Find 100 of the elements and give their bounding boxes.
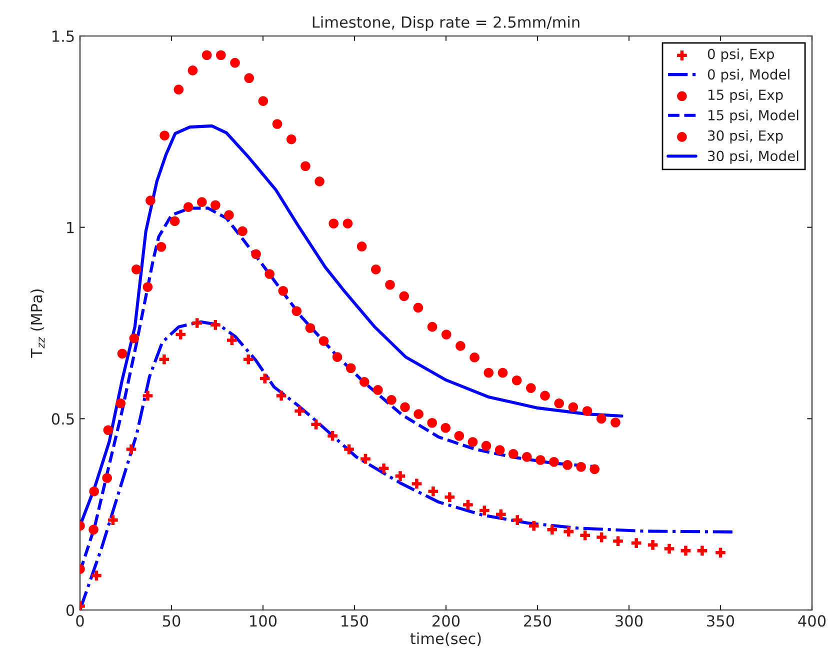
x-tick-label: 0 bbox=[76, 615, 84, 627]
point bbox=[496, 509, 506, 520]
point bbox=[468, 437, 478, 447]
y-axis-title: T$_{zz}$ (MPa) bbox=[30, 289, 45, 358]
point bbox=[142, 390, 153, 401]
point bbox=[440, 422, 451, 433]
point bbox=[264, 269, 274, 279]
point bbox=[89, 486, 99, 496]
point bbox=[480, 506, 490, 516]
point bbox=[582, 406, 592, 416]
point bbox=[399, 291, 410, 302]
point bbox=[292, 306, 302, 316]
point bbox=[454, 430, 464, 441]
point bbox=[174, 84, 184, 94]
point bbox=[564, 526, 574, 536]
point bbox=[260, 374, 270, 384]
point bbox=[258, 96, 268, 106]
point bbox=[463, 500, 473, 510]
point bbox=[596, 414, 606, 424]
point bbox=[528, 520, 539, 531]
point bbox=[494, 445, 505, 455]
point bbox=[243, 354, 254, 364]
point bbox=[386, 395, 396, 405]
chart-title: Limestone, Disp rate = 2.5mm/min bbox=[312, 16, 580, 31]
point bbox=[305, 323, 316, 333]
point bbox=[342, 218, 353, 228]
point bbox=[276, 390, 286, 401]
point bbox=[224, 210, 234, 220]
point bbox=[160, 130, 170, 140]
point bbox=[400, 402, 410, 412]
point bbox=[562, 460, 572, 470]
point bbox=[371, 264, 381, 274]
y-tick-label: 0 bbox=[66, 604, 74, 616]
point bbox=[294, 406, 305, 416]
legend-label: 15 psi, Model bbox=[708, 110, 798, 124]
y-tick-label: 1 bbox=[67, 222, 74, 234]
point bbox=[385, 280, 395, 290]
point bbox=[278, 286, 288, 296]
point bbox=[484, 368, 494, 378]
point bbox=[251, 249, 261, 260]
point bbox=[580, 530, 590, 540]
point bbox=[536, 455, 546, 465]
point bbox=[202, 50, 212, 60]
x-tick-label: 200 bbox=[432, 615, 460, 627]
point bbox=[498, 368, 508, 378]
x-axis-title: time(sec) bbox=[410, 632, 481, 646]
point bbox=[244, 73, 254, 84]
point bbox=[613, 536, 623, 546]
x-tick-label: 350 bbox=[707, 615, 734, 627]
point bbox=[428, 486, 438, 496]
point bbox=[183, 202, 194, 212]
point bbox=[318, 336, 329, 346]
point bbox=[427, 322, 438, 332]
point bbox=[508, 448, 518, 459]
point bbox=[568, 402, 578, 412]
point bbox=[314, 176, 324, 186]
point bbox=[413, 302, 424, 313]
x-tick-label: 100 bbox=[250, 615, 277, 627]
point bbox=[176, 330, 186, 340]
point bbox=[131, 264, 142, 274]
point bbox=[481, 440, 492, 451]
point bbox=[441, 330, 452, 340]
point bbox=[648, 540, 658, 550]
point bbox=[216, 50, 226, 60]
legend-label: 0 psi, Model bbox=[708, 68, 790, 82]
legend-label: 30 psi, Model bbox=[708, 150, 798, 164]
point bbox=[522, 452, 532, 462]
point bbox=[344, 444, 354, 454]
point bbox=[108, 515, 118, 525]
point bbox=[427, 418, 437, 428]
point bbox=[547, 524, 558, 535]
point bbox=[126, 444, 136, 454]
point bbox=[116, 398, 126, 408]
point bbox=[192, 318, 202, 328]
point bbox=[378, 464, 389, 474]
legend-label: 30 psi, Exp bbox=[708, 130, 783, 144]
legend-label: 15 psi, Exp bbox=[708, 89, 783, 103]
point bbox=[576, 462, 586, 472]
point bbox=[554, 398, 564, 408]
point bbox=[117, 348, 128, 359]
x-tick-label: 300 bbox=[616, 615, 643, 627]
y-tick-label: 0.5 bbox=[52, 413, 74, 425]
point bbox=[512, 375, 522, 386]
point bbox=[328, 430, 338, 441]
point bbox=[373, 385, 383, 395]
point bbox=[549, 457, 559, 467]
point bbox=[526, 383, 536, 393]
point bbox=[470, 352, 480, 362]
point bbox=[332, 352, 342, 362]
point bbox=[444, 492, 455, 502]
point bbox=[272, 119, 282, 129]
point bbox=[716, 548, 726, 558]
point bbox=[196, 197, 207, 207]
x-tick-label: 50 bbox=[162, 615, 180, 627]
point bbox=[286, 134, 296, 144]
point bbox=[88, 524, 98, 535]
point bbox=[540, 390, 550, 401]
point bbox=[188, 66, 198, 76]
point bbox=[590, 464, 600, 474]
x-tick-label: 250 bbox=[524, 615, 552, 627]
